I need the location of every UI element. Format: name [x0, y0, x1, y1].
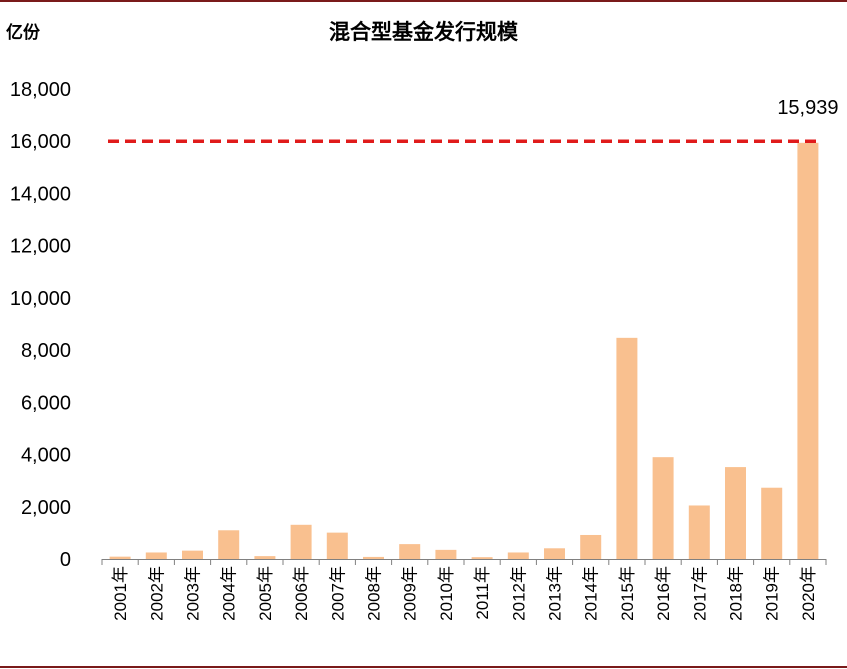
x-tick-label: 2017年: [690, 566, 709, 621]
bar: [363, 556, 384, 559]
x-tick-label: 2009年: [401, 566, 420, 621]
x-tick-label: 2001年: [111, 566, 130, 621]
y-tick-label: 10,000: [10, 288, 71, 310]
y-unit-label: 亿份: [6, 23, 40, 43]
bar: [218, 530, 240, 559]
top-border: [0, 0, 847, 2]
bar: [652, 457, 674, 559]
x-tick-label: 2016年: [654, 566, 673, 621]
bar: [580, 534, 602, 559]
x-tick-label: 2020年: [799, 566, 818, 621]
bar: [182, 550, 203, 559]
y-tick-label: 12,000: [10, 236, 71, 258]
x-tick-label: 2014年: [582, 566, 601, 621]
bar: [544, 548, 565, 559]
x-tick-label: 2007年: [328, 566, 347, 621]
x-tick-label: 2006年: [292, 566, 311, 621]
bar: [616, 337, 638, 559]
y-tick-label: 18,000: [10, 79, 71, 101]
x-tick-label: 2005年: [256, 566, 275, 621]
x-tick-label: 2008年: [365, 566, 384, 621]
bar: [399, 544, 421, 559]
x-tick-label: 2012年: [509, 566, 528, 621]
bar: [254, 556, 276, 559]
y-tick-label: 6,000: [21, 392, 71, 414]
bar: [797, 142, 819, 559]
y-tick-label: 8,000: [21, 340, 71, 362]
bar: [471, 557, 493, 559]
x-tick-label: 2019年: [763, 566, 782, 621]
bottom-border: [0, 666, 847, 668]
y-tick-label: 16,000: [10, 131, 71, 153]
y-tick-label: 4,000: [21, 445, 71, 467]
x-tick-label: 2015年: [618, 566, 637, 621]
x-tick-label: 2013年: [546, 566, 565, 621]
bar: [290, 524, 312, 559]
x-tick-label: 2004年: [220, 566, 239, 621]
x-tick-label: 2010年: [437, 566, 456, 621]
x-tick-label: 2002年: [147, 566, 166, 621]
bar: [326, 532, 348, 559]
bar: [145, 552, 167, 559]
bar: [761, 487, 783, 559]
x-tick-label: 2011年: [473, 566, 492, 620]
x-tick-label: 2018年: [727, 566, 746, 621]
y-tick-label: 2,000: [21, 497, 71, 519]
bar: [109, 556, 131, 559]
data-label: 15,939: [777, 97, 838, 119]
y-tick-label: 14,000: [10, 183, 71, 205]
y-tick-label: 0: [60, 549, 71, 571]
x-tick-label: 2003年: [184, 566, 203, 621]
bar: [507, 552, 529, 559]
bar: [435, 549, 457, 559]
chart-title: 混合型基金发行规模: [329, 20, 518, 44]
bar: [688, 505, 710, 559]
bar: [725, 467, 746, 559]
